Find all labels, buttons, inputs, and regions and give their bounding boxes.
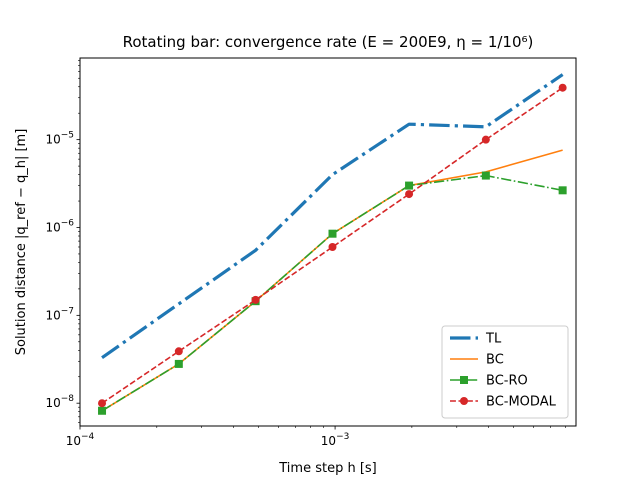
legend-label-bc-ro: BC-RO bbox=[486, 374, 528, 389]
x-axis: 10−4 10−3 bbox=[66, 426, 566, 448]
data-point-bc-modal bbox=[405, 190, 414, 199]
legend: TL BC BC-RO BC-MODAL bbox=[441, 325, 569, 419]
chart-title: Rotating bar: convergence rate (E = 200E… bbox=[123, 33, 534, 51]
y-axis-label: Solution distance |q_ref − q_h| [m] bbox=[14, 129, 29, 356]
data-point-bc-ro bbox=[405, 181, 414, 190]
series-line-tl bbox=[101, 73, 564, 359]
data-point-bc-ro bbox=[98, 406, 107, 415]
data-point-bc-modal bbox=[328, 242, 337, 251]
data-point-bc-modal bbox=[251, 295, 260, 304]
legend-label-bc: BC bbox=[486, 353, 504, 368]
legend-label-tl: TL bbox=[485, 332, 502, 347]
data-point-bc-modal bbox=[98, 399, 107, 408]
x-tick-label: 10−4 bbox=[66, 432, 95, 448]
data-point-bc-ro bbox=[558, 186, 567, 195]
x-axis-label: Time step h [s] bbox=[278, 461, 377, 476]
plot-area bbox=[98, 73, 567, 415]
x-tick-label: 10−3 bbox=[321, 432, 350, 448]
legend-marker-bc-modal bbox=[460, 397, 468, 405]
data-point-bc-ro bbox=[328, 229, 337, 238]
data-point-bc-modal bbox=[558, 83, 567, 92]
y-tick-label: 10−5 bbox=[45, 131, 74, 147]
y-axis: 10−8 10−7 10−6 10−5 bbox=[45, 60, 80, 423]
y-tick-label: 10−6 bbox=[45, 218, 74, 234]
axes-frame bbox=[79, 57, 577, 427]
data-point-bc-ro bbox=[481, 171, 490, 180]
legend-marker-bc-ro bbox=[460, 376, 468, 384]
legend-box bbox=[441, 325, 569, 419]
data-point-bc-ro bbox=[174, 359, 183, 368]
y-tick-label: 10−8 bbox=[45, 394, 74, 410]
data-point-bc-modal bbox=[174, 347, 183, 356]
legend-label-bc-modal: BC-MODAL bbox=[486, 395, 557, 410]
y-tick-label: 10−7 bbox=[45, 306, 74, 322]
data-point-bc-modal bbox=[481, 135, 490, 144]
